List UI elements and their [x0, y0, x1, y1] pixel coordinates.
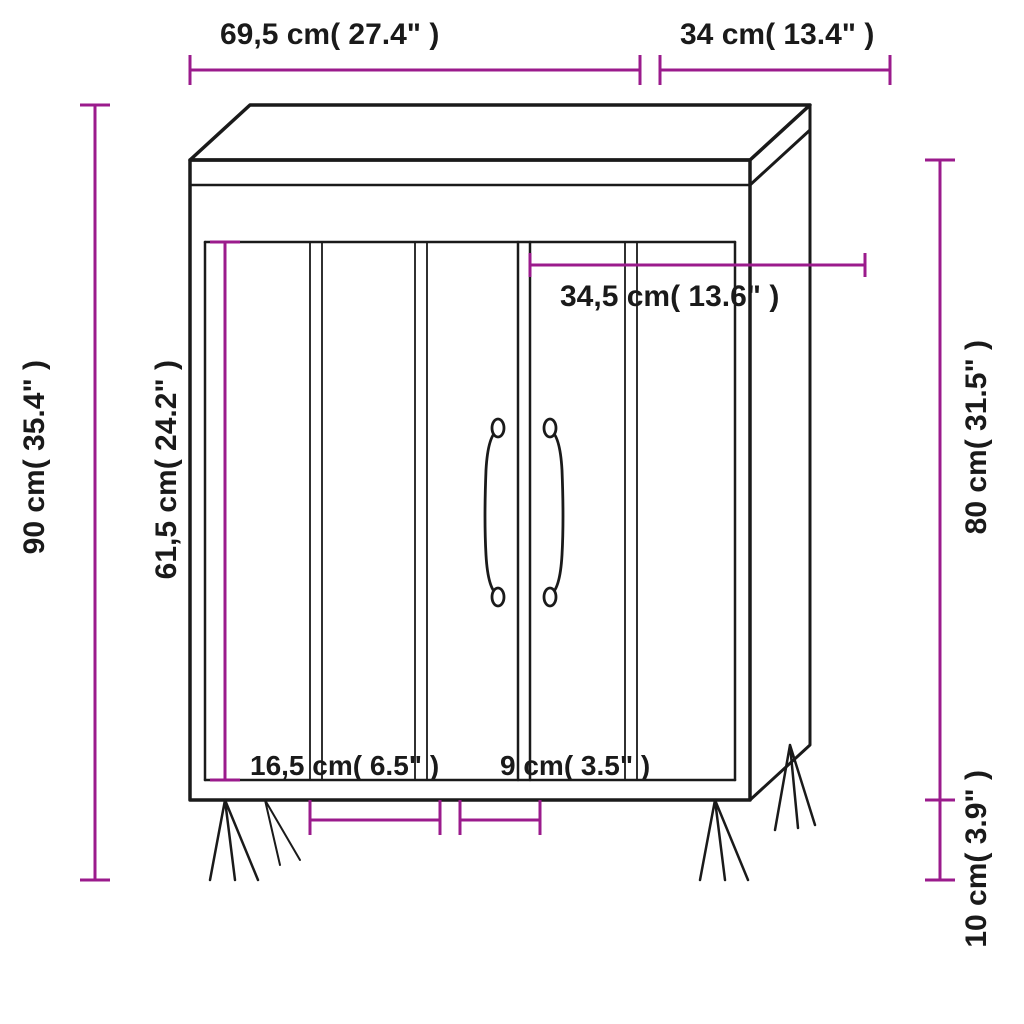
label-leg-height: 10 cm( 3.9" ) [960, 770, 994, 948]
label-panel-b: 9 cm( 3.5" ) [500, 750, 650, 782]
label-total-height: 90 cm( 35.4" ) [18, 360, 52, 554]
label-width: 69,5 cm( 27.4" ) [220, 18, 439, 52]
label-depth: 34 cm( 13.4" ) [680, 18, 874, 52]
label-shelf-width: 34,5 cm( 13.6" ) [560, 280, 779, 314]
label-door-height: 61,5 cm( 24.2" ) [150, 360, 184, 579]
label-body-height: 80 cm( 31.5" ) [960, 340, 994, 534]
label-panel-a: 16,5 cm( 6.5" ) [250, 750, 439, 782]
diagram-canvas: 69,5 cm( 27.4" ) 34 cm( 13.4" ) 90 cm( 3… [0, 0, 1024, 1024]
